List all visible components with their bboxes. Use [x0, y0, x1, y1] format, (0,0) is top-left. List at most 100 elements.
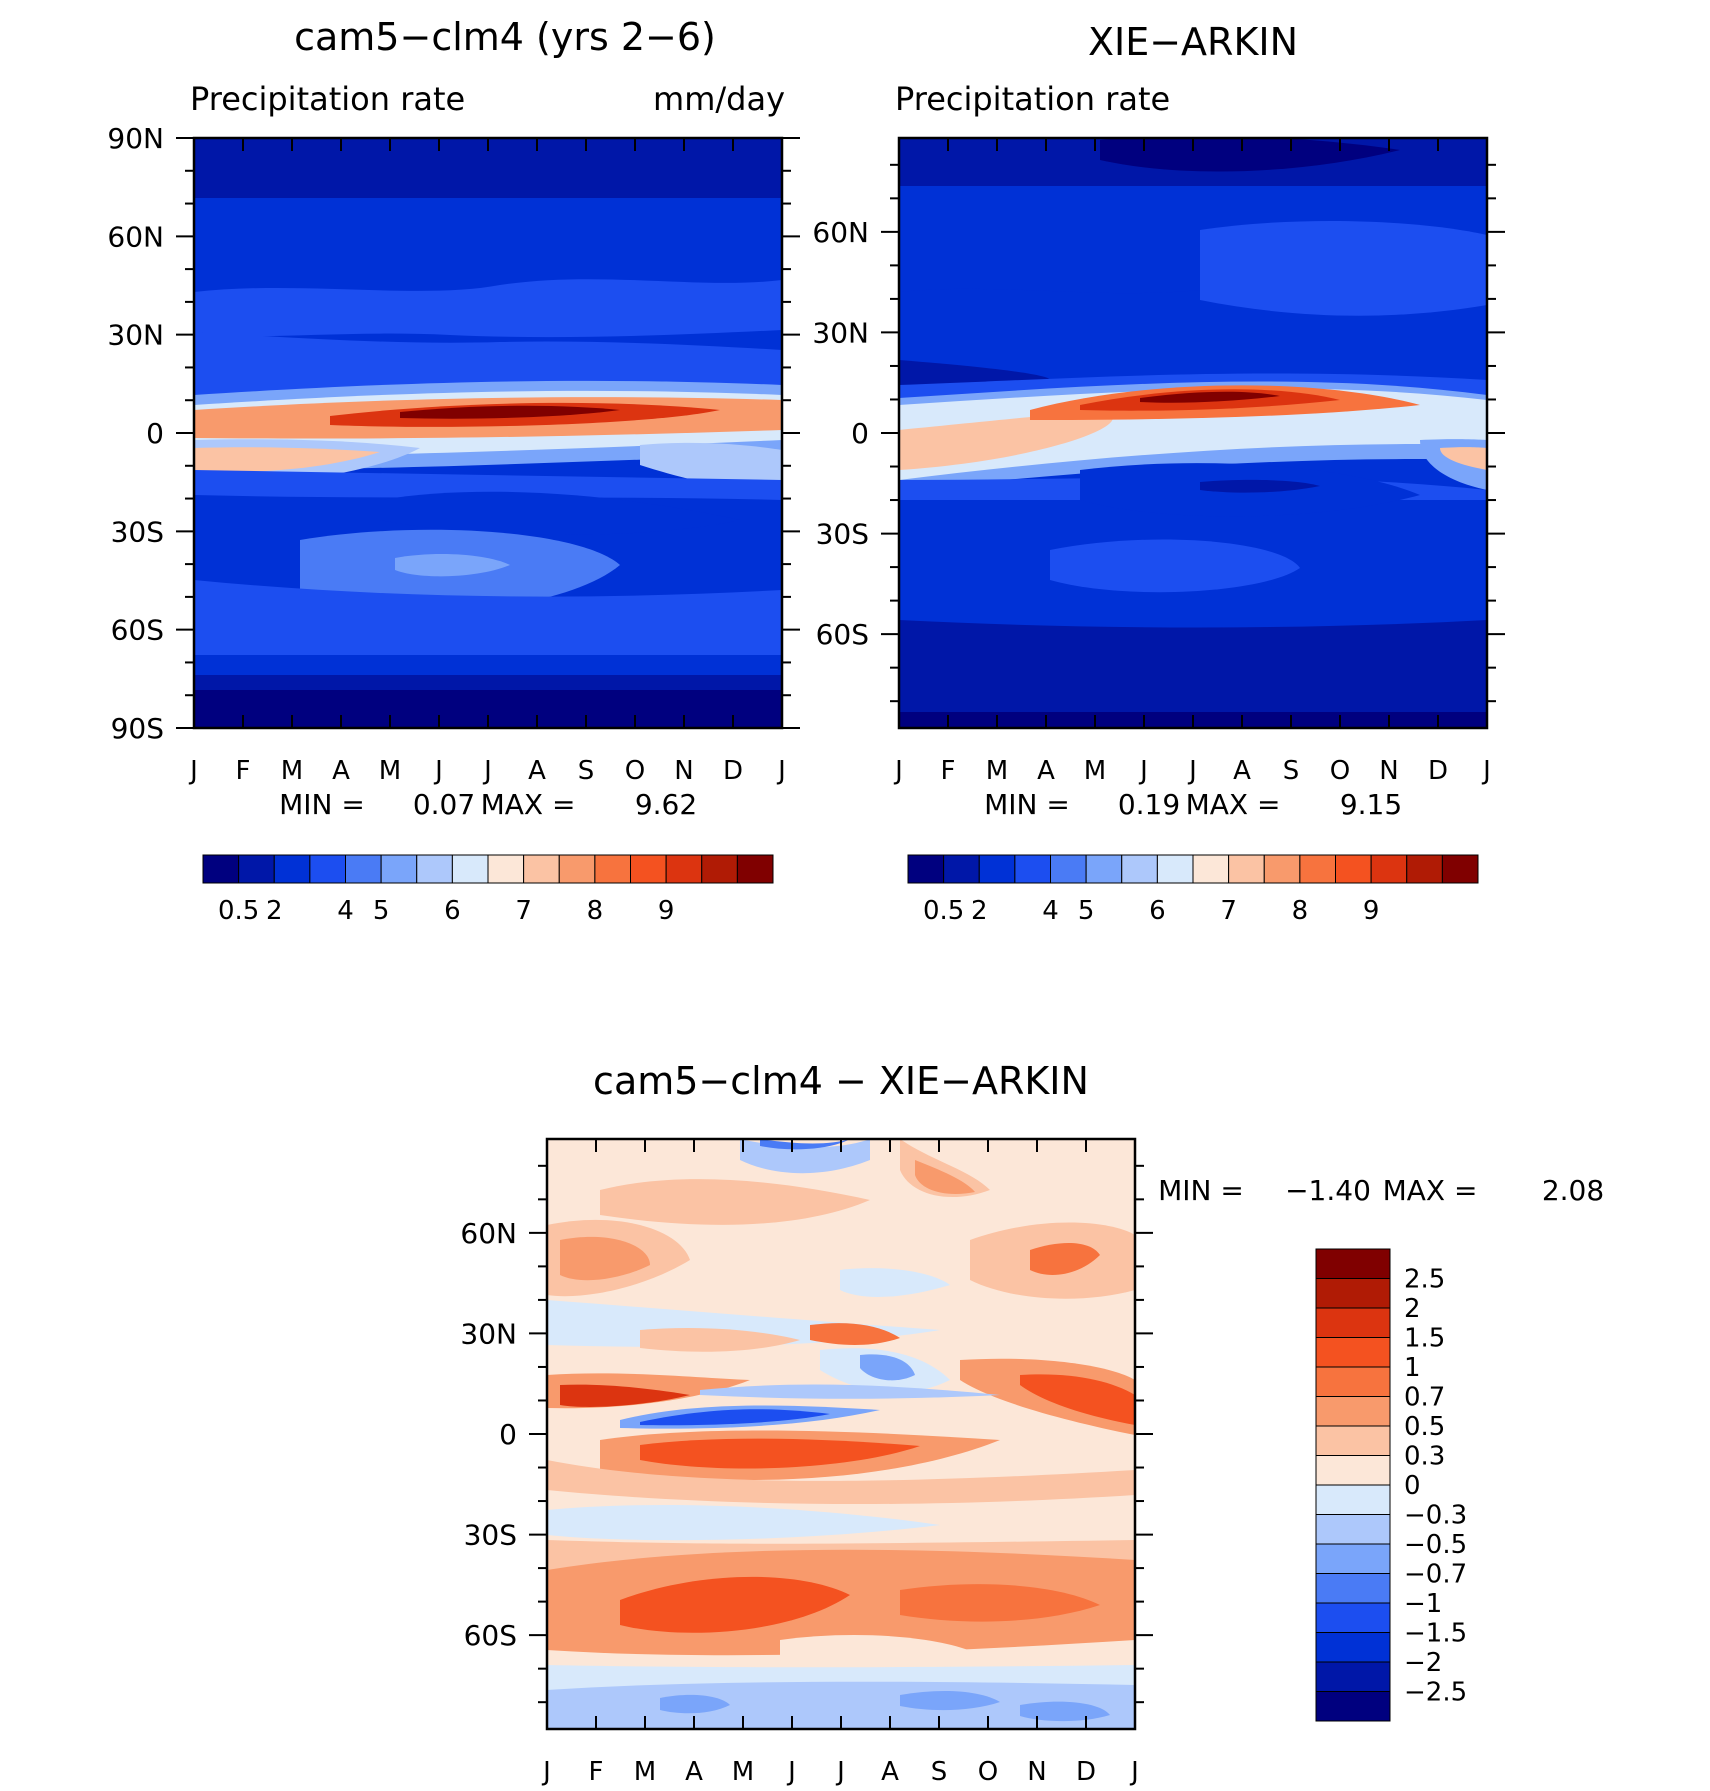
- x-tick-label-3: A: [1037, 756, 1055, 786]
- panel-diff-field: [547, 1139, 1135, 1729]
- colorbar-label-7: 9: [1363, 896, 1380, 926]
- x-tick-label-4: M: [379, 756, 401, 786]
- y-tick-label-1: 60N: [107, 220, 164, 253]
- panel-diff-min-value: −1.40: [1285, 1174, 1371, 1207]
- colorbar-label-3: 5: [373, 896, 390, 926]
- y-tick-label-4: 60S: [816, 618, 869, 651]
- panel-model-field: [194, 138, 782, 728]
- colorbar-swatch-6: [416, 854, 453, 884]
- y-tick-label-6: 90S: [111, 712, 164, 745]
- colorbar-label-3: 5: [1078, 896, 1095, 926]
- colorbar-swatch-11: [1299, 854, 1336, 884]
- colorbar-swatch-7: [1315, 1455, 1391, 1486]
- colorbar-label-14: −2.5: [1404, 1678, 1467, 1708]
- x-tick-label-1: F: [236, 756, 251, 786]
- colorbar-swatch-0: [202, 854, 240, 884]
- colorbar-swatch-4: [345, 854, 382, 884]
- colorbar-swatch-6: [1315, 1425, 1391, 1456]
- panel-obs-title: XIE−ARKIN: [1088, 20, 1298, 64]
- colorbar-swatch-0: [1315, 1248, 1391, 1279]
- panel-model-min-label: MIN =: [279, 788, 365, 821]
- colorbar-swatch-8: [487, 854, 525, 884]
- panel-model-title: cam5−clm4 (yrs 2−6): [294, 15, 716, 59]
- colorbar-label-0: 2.5: [1404, 1265, 1445, 1295]
- panel-diff-max-label: MAX =: [1383, 1174, 1478, 1207]
- colorbar-swatch-8: [1192, 854, 1230, 884]
- x-tick-label-12: J: [1129, 1757, 1139, 1787]
- panel-model-colorbar: 0.5 2 4 5 6 7 8 9: [202, 854, 774, 926]
- colorbar-swatch-11: [1315, 1573, 1391, 1604]
- x-tick-label-11: D: [1076, 1757, 1096, 1787]
- colorbar-label-7: 9: [658, 896, 675, 926]
- y-tick-label-2: 0: [499, 1418, 517, 1451]
- colorbar-swatch-15: [1315, 1691, 1391, 1722]
- x-tick-label-2: M: [281, 756, 303, 786]
- x-tick-label-1: F: [941, 756, 956, 786]
- x-tick-label-12: J: [1481, 756, 1491, 786]
- panel-model-stats: MIN = 0.07 MAX = 9.62: [279, 788, 697, 821]
- colorbar-label-2: 1.5: [1404, 1324, 1445, 1354]
- colorbar-label-0: 0.5: [218, 896, 259, 926]
- colorbar-label-2: 4: [337, 896, 354, 926]
- panel-obs: XIE−ARKIN Precipitation rate: [812, 20, 1505, 926]
- y-tick-label-3: 30S: [464, 1519, 517, 1552]
- panel-model-subtitle-right: mm/day: [653, 80, 785, 118]
- colorbar-swatch-15: [1441, 854, 1479, 884]
- y-tick-label-5: 60S: [111, 614, 164, 647]
- colorbar-swatch-4: [1050, 854, 1087, 884]
- colorbar-label-4: 6: [1149, 896, 1166, 926]
- colorbar-swatch-1: [943, 854, 980, 884]
- colorbar-swatch-10: [558, 854, 596, 884]
- colorbar-swatch-10: [1315, 1543, 1391, 1574]
- colorbar-label-7: 0: [1404, 1471, 1421, 1501]
- x-tick-label-10: N: [1379, 756, 1398, 786]
- x-tick-label-7: A: [528, 756, 546, 786]
- y-tick-label-0: 60N: [460, 1217, 517, 1250]
- x-tick-label-5: J: [1138, 756, 1148, 786]
- x-tick-label-3: A: [685, 1757, 703, 1787]
- colorbar-label-5: 7: [515, 896, 532, 926]
- panel-obs-max-value: 9.15: [1340, 788, 1402, 821]
- x-tick-label-5: J: [786, 1757, 796, 1787]
- colorbar-swatch-0: [907, 854, 945, 884]
- y-tick-label-4: 30S: [111, 515, 164, 548]
- colorbar-swatch-12: [1315, 1602, 1391, 1633]
- panel-obs-max-label: MAX =: [1186, 788, 1281, 821]
- panel-model: cam5−clm4 (yrs 2−6) Precipitation rate m…: [107, 15, 800, 926]
- colorbar-swatch-7: [451, 854, 489, 884]
- y-tick-label-0: 60N: [812, 216, 869, 249]
- panel-diff-min-label: MIN =: [1158, 1174, 1244, 1207]
- panel-diff-colorbar: 2.521.510.70.50.30−0.3−0.5−0.7−1−1.5−2−2…: [1315, 1248, 1467, 1722]
- x-tick-label-3: A: [332, 756, 350, 786]
- x-tick-label-8: S: [578, 756, 595, 786]
- panel-obs-colorbar: 0.5 2 4 5 6 7 8 9: [907, 854, 1479, 926]
- y-tick-label-1: 30N: [812, 316, 869, 349]
- colorbar-swatch-12: [630, 854, 667, 884]
- colorbar-swatch-3: [1014, 854, 1051, 884]
- x-tick-label-7: A: [881, 1757, 899, 1787]
- x-tick-label-2: M: [986, 756, 1008, 786]
- colorbar-swatch-6: [1121, 854, 1158, 884]
- y-tick-label-2: 0: [851, 417, 869, 450]
- x-tick-label-9: O: [1330, 756, 1350, 786]
- x-tick-label-6: J: [835, 1757, 845, 1787]
- panel-obs-stats: MIN = 0.19 MAX = 9.15: [984, 788, 1402, 821]
- x-tick-label-6: J: [482, 756, 492, 786]
- colorbar-swatch-14: [1406, 854, 1443, 884]
- colorbar-swatch-11: [594, 854, 631, 884]
- colorbar-swatch-7: [1156, 854, 1194, 884]
- x-tick-label-8: S: [1283, 756, 1300, 786]
- panel-diff-stats: MIN = −1.40 MAX = 2.08: [1158, 1174, 1604, 1207]
- colorbar-swatch-9: [1228, 854, 1265, 884]
- panel-obs-subtitle-left: Precipitation rate: [895, 80, 1170, 118]
- colorbar-label-1: 2: [266, 896, 283, 926]
- x-tick-label-12: J: [776, 756, 786, 786]
- colorbar-swatch-13: [665, 854, 703, 884]
- panel-obs-field: [899, 138, 1487, 728]
- colorbar-swatch-1: [1315, 1278, 1391, 1309]
- colorbar-swatch-14: [1315, 1661, 1391, 1692]
- panel-model-max-label: MAX =: [481, 788, 576, 821]
- y-tick-label-3: 0: [146, 417, 164, 450]
